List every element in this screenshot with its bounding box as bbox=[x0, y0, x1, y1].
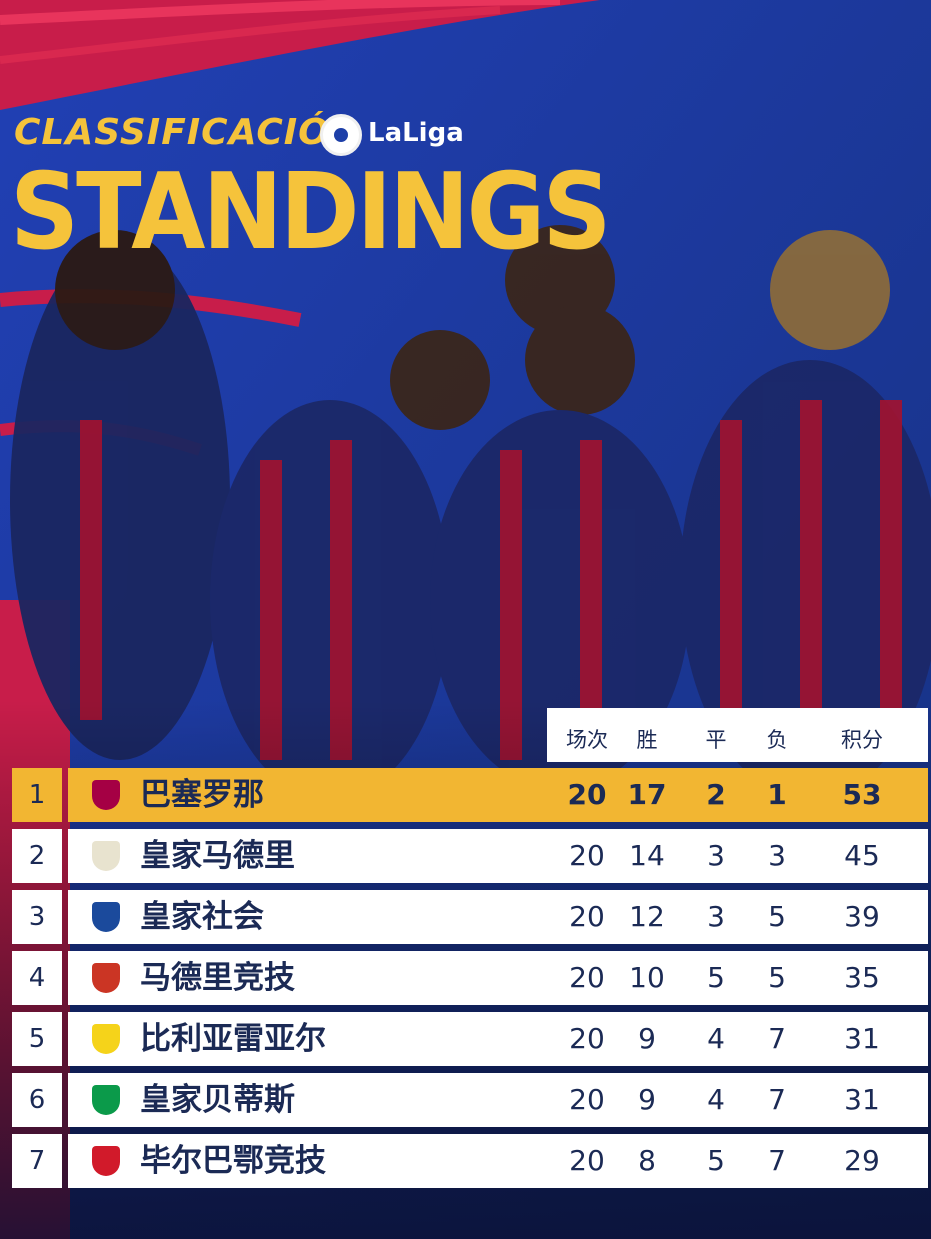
stat-drawn: 3 bbox=[707, 839, 725, 872]
team-row: 巴塞罗那 20 17 2 1 53 bbox=[68, 768, 928, 822]
team-row: 毕尔巴鄂竞技 20 8 5 7 29 bbox=[68, 1134, 928, 1188]
brand: LaLiga bbox=[368, 118, 464, 148]
rank: 1 bbox=[12, 768, 62, 822]
stat-won: 8 bbox=[638, 1144, 656, 1177]
stat-won: 12 bbox=[629, 900, 665, 933]
stat-points: 53 bbox=[842, 778, 882, 811]
stat-drawn: 4 bbox=[707, 1083, 725, 1116]
stat-played: 20 bbox=[569, 1144, 605, 1177]
stat-won: 17 bbox=[627, 778, 667, 811]
stat-won: 9 bbox=[638, 1083, 656, 1116]
team-crest bbox=[92, 1085, 120, 1115]
column-header: 胜 bbox=[636, 728, 658, 752]
stat-drawn: 3 bbox=[707, 900, 725, 933]
stat-lost: 1 bbox=[767, 778, 787, 811]
column-header: 场次 bbox=[566, 728, 608, 752]
stat-points: 35 bbox=[844, 961, 880, 994]
stat-played: 20 bbox=[569, 839, 605, 872]
team-name: 马德里竞技 bbox=[140, 960, 295, 996]
team-crest bbox=[92, 1024, 120, 1054]
subtitle: CLASSIFICACIÓ bbox=[14, 112, 330, 153]
team-row: 皇家马德里 20 14 3 3 45 bbox=[68, 829, 928, 883]
rank: 2 bbox=[12, 829, 62, 883]
stat-points: 45 bbox=[844, 839, 880, 872]
team-row: 马德里竞技 20 10 5 5 35 bbox=[68, 951, 928, 1005]
stat-lost: 7 bbox=[768, 1144, 786, 1177]
team-name: 比利亚雷亚尔 bbox=[140, 1021, 326, 1057]
stat-points: 39 bbox=[844, 900, 880, 933]
team-name: 皇家马德里 bbox=[140, 838, 295, 874]
stat-drawn: 4 bbox=[707, 1022, 725, 1055]
stat-lost: 7 bbox=[768, 1022, 786, 1055]
stat-won: 10 bbox=[629, 961, 665, 994]
rank: 3 bbox=[12, 890, 62, 944]
stat-lost: 7 bbox=[768, 1083, 786, 1116]
team-crest bbox=[92, 1146, 120, 1176]
team-row: 皇家贝蒂斯 20 9 4 7 31 bbox=[68, 1073, 928, 1127]
stat-won: 14 bbox=[629, 839, 665, 872]
team-row: 皇家社会 20 12 3 5 39 bbox=[68, 890, 928, 944]
stat-points: 29 bbox=[844, 1144, 880, 1177]
team-crest bbox=[92, 841, 120, 871]
table-header: 场次 胜 平 负 积分 bbox=[547, 708, 928, 762]
stat-drawn: 5 bbox=[707, 1144, 725, 1177]
team-name: 毕尔巴鄂竞技 bbox=[140, 1143, 326, 1179]
stat-lost: 5 bbox=[768, 961, 786, 994]
stat-lost: 3 bbox=[768, 839, 786, 872]
team-crest bbox=[92, 963, 120, 993]
laliga-logo bbox=[320, 114, 362, 156]
team-crest bbox=[92, 902, 120, 932]
team-name: 巴塞罗那 bbox=[140, 777, 264, 813]
stat-drawn: 2 bbox=[706, 778, 726, 811]
rank: 5 bbox=[12, 1012, 62, 1066]
column-header: 积分 bbox=[841, 728, 883, 752]
team-row: 比利亚雷亚尔 20 9 4 7 31 bbox=[68, 1012, 928, 1066]
team-name: 皇家贝蒂斯 bbox=[140, 1082, 295, 1118]
team-name: 皇家社会 bbox=[140, 899, 264, 935]
stat-won: 9 bbox=[638, 1022, 656, 1055]
stat-points: 31 bbox=[844, 1022, 880, 1055]
stat-drawn: 5 bbox=[707, 961, 725, 994]
column-header: 负 bbox=[766, 728, 788, 752]
rank: 7 bbox=[12, 1134, 62, 1188]
stat-points: 31 bbox=[844, 1083, 880, 1116]
stat-played: 20 bbox=[567, 778, 607, 811]
title: STANDINGS bbox=[10, 150, 611, 274]
column-header: 平 bbox=[705, 728, 727, 752]
stat-played: 20 bbox=[569, 900, 605, 933]
stat-played: 20 bbox=[569, 1083, 605, 1116]
rank: 4 bbox=[12, 951, 62, 1005]
team-crest bbox=[92, 780, 120, 810]
stat-played: 20 bbox=[569, 961, 605, 994]
rank: 6 bbox=[12, 1073, 62, 1127]
stat-lost: 5 bbox=[768, 900, 786, 933]
stat-played: 20 bbox=[569, 1022, 605, 1055]
